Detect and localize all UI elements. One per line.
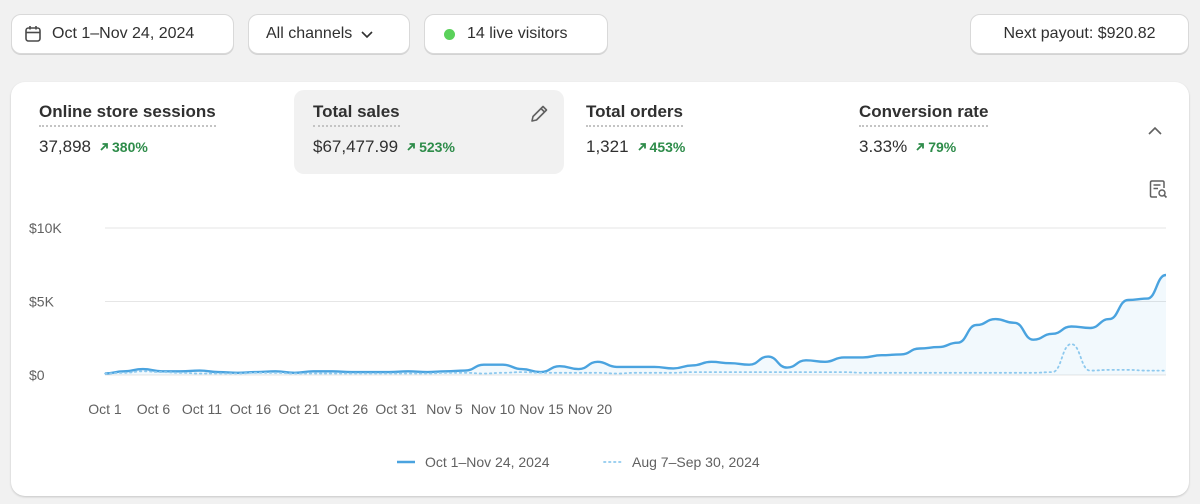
metric-change: 380% [99,139,148,155]
live-visitors-label: 14 live visitors [467,25,568,42]
live-visitors-button[interactable]: 14 live visitors [424,14,608,54]
x-tick-label: Oct 31 [375,401,416,417]
metric-value: 1,321 [586,137,629,156]
metric-title: Total sales [313,102,400,127]
legend-label: Oct 1–Nov 24, 2024 [425,454,550,470]
x-tick-label: Oct 26 [327,401,368,417]
x-tick-label: Nov 10 [471,401,516,417]
x-tick-label: Nov 20 [568,401,613,417]
analytics-card: Online store sessions 37,898 380% Total … [11,82,1189,496]
next-payout-button[interactable]: Next payout: $920.82 [970,14,1189,54]
date-range-button[interactable]: Oct 1–Nov 24, 2024 [11,14,234,54]
sales-line-chart: $0 $5K $10K Oct 1 Oct 6 Oct 11 Oct 16 Oct 21 Oct… [29,220,1167,470]
metric-change: 453% [637,139,686,155]
channels-dropdown[interactable]: All channels [248,14,410,54]
metric-tab-conversion-rate[interactable]: Conversion rate 3.33% 79% [840,90,1102,174]
metric-change-value: 453% [649,139,686,155]
y-tick-label: $0 [29,367,45,383]
metric-title: Total orders [586,102,683,127]
metric-title: Online store sessions [39,102,216,127]
chevron-up-icon[interactable] [1146,122,1164,140]
x-tick-label: Oct 21 [278,401,319,417]
report-search-icon[interactable] [1147,178,1169,200]
x-tick-label: Oct 11 [182,401,222,417]
calendar-icon [25,26,41,42]
x-tick-label: Oct 16 [230,401,271,417]
metric-value: 37,898 [39,137,91,156]
metric-change-value: 523% [419,139,455,155]
metric-value: 3.33% [859,137,908,156]
metric-change: 79% [915,139,956,155]
x-tick-label: Oct 6 [137,401,171,417]
arrow-up-right-icon [637,143,646,151]
legend-label: Aug 7–Sep 30, 2024 [632,454,760,470]
metric-change-value: 79% [928,139,957,155]
pencil-icon[interactable] [528,103,550,125]
next-payout-label: Next payout: $920.82 [1003,25,1156,42]
channels-label: All channels [266,25,353,42]
x-tick-label: Nov 15 [519,401,564,417]
metric-title: Conversion rate [859,102,989,127]
series-area-current [105,275,1166,375]
x-tick-label: Nov 5 [426,401,463,417]
y-tick-label: $5K [29,294,55,310]
metric-change: 523% [406,139,455,155]
metric-tab-sessions[interactable]: Online store sessions 37,898 380% [20,90,282,174]
arrow-up-right-icon [407,143,415,151]
chevron-down-icon [361,31,373,39]
date-range-label: Oct 1–Nov 24, 2024 [52,25,195,42]
series-line-current [104,273,1167,375]
y-tick-label: $10K [29,220,62,236]
metric-value: $67,477.99 [313,137,399,156]
metric-tab-total-sales[interactable]: Total sales $67,477.99 523% [294,90,564,174]
arrow-up-right-icon [916,143,925,151]
metric-tab-total-orders[interactable]: Total orders 1,321 453% [567,90,829,174]
series-line-previous [104,343,1167,375]
arrow-up-right-icon [100,143,108,151]
x-tick-label: Oct 1 [88,401,122,417]
live-status-dot [444,28,455,40]
metric-change-value: 380% [112,139,148,155]
